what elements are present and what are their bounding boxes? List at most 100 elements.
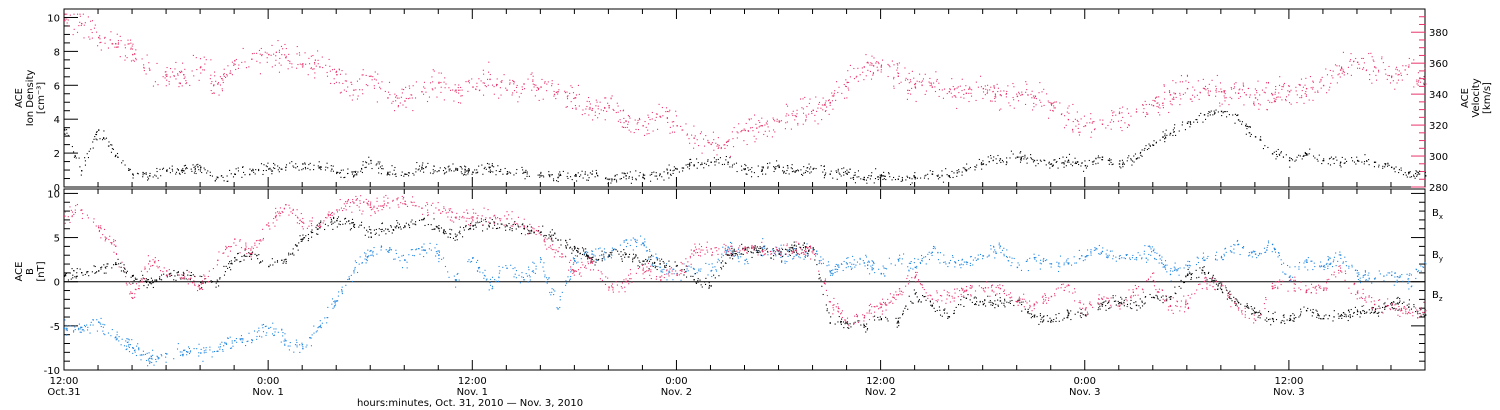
density-series-sample: [642, 176, 644, 178]
velocity-series-sample: [202, 69, 204, 71]
velocity-series-sample: [1047, 100, 1049, 102]
density-series-sample: [1025, 158, 1027, 160]
bx-series-point: [1339, 315, 1342, 317]
density-series-sample: [696, 167, 698, 169]
bx-series-sample: [845, 321, 847, 323]
by-series-sample: [1329, 263, 1331, 265]
velocity-series-point: [863, 66, 865, 68]
by-series-sample: [1178, 274, 1180, 276]
bx-series-sample: [149, 282, 151, 284]
by-series-sample: [296, 346, 298, 348]
velocity-series-sample: [853, 67, 855, 70]
by-series-sample: [1416, 269, 1418, 271]
density-series-sample: [226, 180, 228, 182]
velocity-series-sample: [1120, 126, 1122, 129]
density-series-sample: [1112, 163, 1114, 165]
by-series-sample: [498, 265, 500, 268]
bx-series-sample: [784, 248, 787, 250]
density-series-sample: [421, 168, 423, 170]
velocity-series-sample: [1216, 74, 1218, 77]
velocity-series-sample: [1147, 113, 1149, 115]
velocity-series-sample: [67, 19, 69, 21]
by-series-sample: [1039, 262, 1041, 264]
by-series-sample: [458, 279, 460, 281]
bx-series-sample: [390, 226, 392, 228]
velocity-series-sample: [341, 70, 343, 72]
bx-series-sample: [395, 227, 397, 229]
by-series-sample: [921, 258, 923, 260]
bx-series-sample: [450, 233, 452, 235]
bx-series-sample: [497, 227, 499, 229]
by-series-sample: [284, 333, 286, 335]
velocity-series-sample: [1198, 98, 1200, 100]
velocity-series-sample: [317, 50, 319, 52]
by-series-sample: [1284, 273, 1286, 275]
velocity-series-sample: [1398, 70, 1400, 72]
by-series-sample: [740, 256, 742, 258]
bx-series-sample: [1107, 302, 1109, 304]
bx-series-sample: [1055, 317, 1057, 319]
velocity-series-sample: [198, 79, 200, 81]
velocity-series-sample: [1024, 103, 1027, 106]
by-series-sample: [872, 268, 875, 270]
by-series-sample: [977, 254, 979, 256]
by-series-sample: [668, 270, 670, 272]
velocity-series-sample: [828, 100, 830, 102]
density-series-point: [1033, 159, 1036, 162]
by-series-sample: [954, 266, 956, 268]
density-series-sample: [1298, 154, 1300, 156]
velocity-series-sample: [1253, 103, 1255, 105]
density-series-sample: [1275, 150, 1277, 152]
density-series-sample: [688, 165, 691, 167]
velocity-series-sample: [195, 57, 197, 59]
by-series-sample: [1287, 264, 1289, 267]
velocity-series-sample: [767, 126, 769, 128]
density-series-sample: [548, 173, 550, 176]
by-series-sample: [782, 255, 784, 257]
by-series-sample: [1040, 263, 1042, 265]
by-series-sample: [573, 259, 576, 262]
velocity-series-sample: [398, 97, 400, 99]
by-series-sample: [1050, 266, 1052, 268]
bx-series-sample: [837, 321, 839, 323]
velocity-series-sample: [1266, 109, 1268, 111]
density-series-sample: [142, 172, 144, 174]
density-series-sample: [207, 170, 209, 172]
density-series-sample: [467, 171, 469, 173]
velocity-series-sample: [215, 80, 217, 82]
by-series-sample: [1259, 252, 1261, 254]
by-series-sample: [366, 256, 368, 258]
velocity-series-sample: [694, 135, 696, 137]
velocity-series-sample: [1312, 80, 1314, 82]
velocity-series-sample: [1092, 121, 1094, 123]
by-series-point: [234, 339, 236, 342]
bx-series-sample: [501, 223, 503, 225]
by-series-sample: [232, 345, 234, 347]
by-series-sample: [161, 355, 163, 357]
density-series-sample: [782, 170, 784, 172]
by-series-sample: [930, 252, 932, 254]
by-series-sample: [1351, 266, 1353, 268]
velocity-series-sample: [284, 54, 286, 56]
by-series-sample: [514, 273, 516, 275]
bx-series-sample: [583, 254, 585, 256]
velocity-series-sample: [277, 40, 279, 42]
by-series-sample: [1206, 257, 1208, 259]
velocity-series-sample: [571, 86, 573, 89]
velocity-series-sample: [1295, 90, 1297, 92]
velocity-series-sample: [476, 86, 478, 88]
density-series-point: [999, 158, 1002, 160]
density-series-sample: [1130, 159, 1132, 161]
density-series-sample: [474, 169, 476, 171]
by-series-sample: [1172, 270, 1174, 272]
by-series-sample: [630, 239, 632, 241]
velocity-series-sample: [270, 54, 272, 56]
by-series-sample: [455, 279, 458, 281]
by-series-sample: [333, 306, 335, 308]
velocity-series-sample: [1228, 104, 1230, 106]
velocity-series-sample: [908, 82, 910, 84]
velocity-series-sample: [809, 98, 811, 100]
bx-series-sample: [1027, 312, 1029, 314]
density-series-sample: [191, 170, 193, 172]
density-series-sample: [467, 173, 469, 175]
